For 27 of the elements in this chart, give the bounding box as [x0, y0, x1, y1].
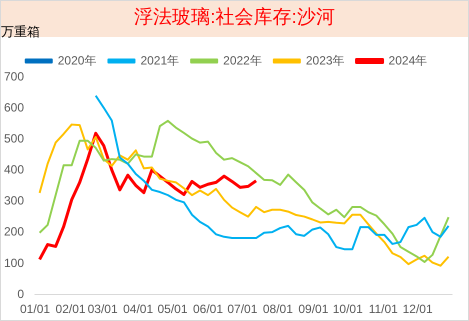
legend-label: 2023年	[306, 53, 345, 68]
y-tick-label: 200	[4, 224, 24, 239]
legend-label: 2022年	[223, 53, 262, 68]
x-tick-label: 01/01	[20, 302, 50, 316]
x-tick-label: 10/01	[332, 302, 364, 316]
x-tick-label: 09/01	[298, 302, 329, 316]
legend-label: 2021年	[140, 53, 180, 68]
y-tick-label: 300	[4, 194, 24, 208]
x-tick-label: 12/01	[402, 302, 433, 316]
x-tick-label: 07/01	[227, 302, 258, 316]
y-tick-label: 0	[17, 286, 24, 301]
x-tick-label: 06/01	[192, 302, 224, 316]
x-tick-label: 02/01	[56, 302, 86, 316]
chart-title: 浮法玻璃:社会库存:沙河	[134, 7, 335, 28]
x-tick-label: 08/01	[262, 302, 294, 316]
legend-label: 2020年	[58, 53, 96, 68]
x-tick-label: 11/01	[368, 302, 398, 316]
y-axis-title: 万重箱	[1, 24, 40, 39]
x-tick-label: 03/01	[88, 302, 118, 316]
y-tick-label: 100	[4, 256, 24, 270]
y-tick-label: 600	[4, 100, 24, 114]
y-tick-label: 500	[4, 131, 24, 146]
y-tick-label: 700	[4, 69, 24, 84]
x-tick-label: 05/01	[157, 302, 188, 316]
y-tick-label: 400	[4, 162, 24, 177]
x-tick-label: 04/01	[123, 302, 154, 316]
legend-label: 2024年	[388, 53, 428, 68]
